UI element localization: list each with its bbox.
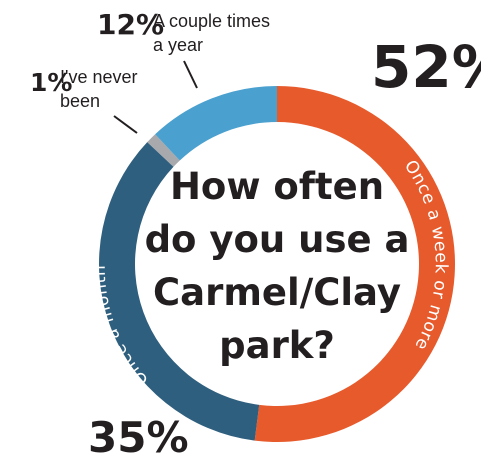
center-title-line-4: park? [219, 324, 335, 367]
percent-once-a-month: 35% [88, 413, 189, 461]
slice-a-couple-times-a-year [155, 86, 277, 161]
slice-i-ve-never-been [147, 134, 180, 167]
label-a-couple-times-a-year-line-1: A couple times [153, 11, 270, 31]
label-never-been-line-1: I've never [60, 67, 137, 87]
center-title-line-2: do you use a [145, 218, 410, 261]
center-title-line-3: Carmel/Clay [153, 271, 401, 314]
percent-never-been: 1% [30, 68, 72, 97]
percent-a-couple-times-a-year: 12% [97, 8, 164, 41]
percent-once-a-week-or-more: 52% [371, 33, 481, 101]
callout-line-never-been [113, 115, 138, 134]
label-never-been-line-2: been [60, 91, 100, 111]
center-title: How often do you use a Carmel/Clay park? [145, 165, 410, 367]
donut-slices [99, 86, 455, 442]
callout-line-a-couple-times-a-year [183, 60, 198, 89]
slice-once-a-week-or-more [254, 86, 455, 442]
label-a-couple-times-a-year-line-2: a year [153, 35, 203, 55]
slice-once-a-month [99, 142, 260, 441]
center-title-line-1: How often [170, 165, 384, 208]
